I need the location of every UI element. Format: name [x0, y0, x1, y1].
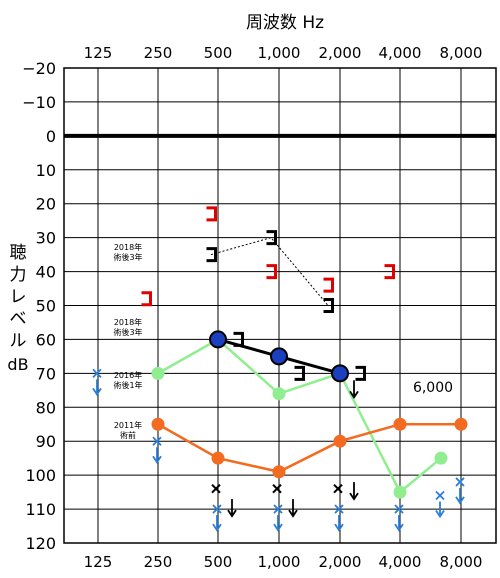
x-tick-label-top: 2,000	[319, 44, 362, 62]
masked-series-point	[270, 347, 288, 366]
x-arrow-marker	[273, 504, 283, 532]
x-arrow-marker	[152, 436, 162, 464]
x-tick-label-top: 8,000	[440, 44, 483, 62]
y-tick-label: −10	[22, 93, 56, 112]
series-point	[393, 485, 407, 499]
svg-text:2011年: 2011年	[114, 420, 142, 430]
series-point	[211, 451, 225, 465]
y-tick-label: 80	[36, 398, 56, 417]
x-arrow-marker	[92, 368, 102, 396]
series-point	[151, 366, 165, 380]
x-tick-label-top: 250	[144, 44, 173, 62]
x-tick-label-top: 500	[204, 44, 233, 62]
grid	[63, 67, 497, 544]
y-tick-label: 10	[36, 161, 56, 180]
x-tick-label-top: 125	[84, 44, 113, 62]
x-tick-label-top: 4,000	[379, 44, 422, 62]
down-arrow-marker	[349, 482, 359, 501]
svg-text:術後3年: 術後3年	[113, 327, 142, 337]
y-label-char: 聴	[10, 243, 27, 263]
y-tick-label: 60	[36, 330, 56, 349]
masked-series-point	[331, 364, 349, 383]
series-point	[393, 417, 407, 431]
y-tick-label: 90	[36, 432, 56, 451]
x-tick-label-bottom: 4,000	[379, 553, 422, 571]
x-arrow-marker	[435, 490, 445, 519]
x-tick-labels-bottom: 125 250 500 1,000 2,000 4,000 8,000	[84, 553, 483, 571]
series-point	[333, 434, 347, 448]
x-arrow-marker	[334, 504, 344, 532]
x-arrow-marker	[212, 504, 222, 532]
y-tick-label: 30	[36, 229, 56, 248]
x-tick-label-bottom: 125	[84, 553, 113, 571]
x-tick-label-bottom: 1,000	[258, 553, 301, 571]
x-tick-labels-top: 125 250 500 1,000 2,000 4,000 8,000	[84, 44, 483, 62]
x-marker	[211, 484, 221, 494]
bracket-marker	[233, 331, 244, 347]
down-arrow-marker	[349, 380, 359, 399]
masked-series-point	[209, 330, 227, 349]
series-line	[157, 423, 461, 474]
x-tick-label-bottom: 250	[144, 553, 173, 571]
series-point	[272, 465, 286, 479]
extra-freq-label: 6,000	[413, 380, 453, 396]
y-tick-label: 120	[25, 534, 56, 553]
bracket-dotted-line	[210, 237, 329, 306]
bracket-dotted-marker	[323, 298, 334, 313]
svg-text:2018年: 2018年	[114, 242, 142, 252]
y-tick-label: 40	[36, 263, 56, 282]
down-arrow-marker	[288, 499, 298, 518]
y-tick-label: 0	[46, 127, 56, 146]
svg-text:術後3年: 術後3年	[113, 252, 142, 262]
svg-text:術前: 術前	[120, 430, 136, 440]
bracket-red-marker	[384, 264, 395, 280]
bracket-red-marker	[141, 291, 152, 307]
y-label-char: ル	[10, 331, 27, 351]
y-label-unit: dB	[7, 355, 28, 374]
y-tick-label: 100	[25, 466, 56, 485]
x-tick-label-bottom: 500	[204, 553, 233, 571]
bracket-red-marker	[323, 277, 334, 293]
x-tick-label-top: 1,000	[258, 44, 301, 62]
y-tick-label: 70	[36, 364, 56, 383]
series-line	[157, 337, 442, 495]
y-tick-labels: −20 −10 0 10 20 30 40 50 60 70 80 90 100 110 120	[22, 59, 56, 553]
svg-text:2016年: 2016年	[114, 370, 142, 380]
x-arrow-marker	[455, 477, 465, 505]
y-tick-label: 110	[25, 500, 56, 519]
bracket-marker	[294, 365, 305, 381]
series-point	[151, 417, 165, 431]
svg-text:2018年: 2018年	[114, 317, 142, 327]
down-arrow-marker	[227, 499, 237, 518]
plot-frame	[63, 67, 497, 544]
y-label-char: 力	[10, 265, 27, 285]
bracket-marker	[355, 365, 366, 381]
x-marker	[272, 484, 282, 494]
series-point	[454, 417, 468, 431]
chart-title: 周波数 Hz	[246, 13, 324, 33]
y-tick-label: −20	[22, 59, 56, 78]
x-tick-label-bottom: 8,000	[440, 553, 483, 571]
y-tick-label: 50	[36, 297, 56, 316]
bracket-dotted-marker	[266, 230, 277, 246]
y-tick-label: 20	[36, 195, 56, 214]
y-label-char: レ	[10, 287, 27, 307]
series-point	[272, 387, 286, 401]
y-label-char: ベ	[10, 309, 27, 329]
x-marker	[333, 484, 343, 494]
bracket-dotted-marker	[206, 247, 217, 263]
x-tick-label-bottom: 2,000	[319, 553, 362, 571]
x-arrow-marker	[394, 504, 404, 532]
bracket-red-marker	[266, 264, 277, 280]
series-point	[434, 451, 448, 465]
bracket-red-marker	[206, 206, 217, 222]
svg-text:術後1年: 術後1年	[113, 380, 142, 390]
